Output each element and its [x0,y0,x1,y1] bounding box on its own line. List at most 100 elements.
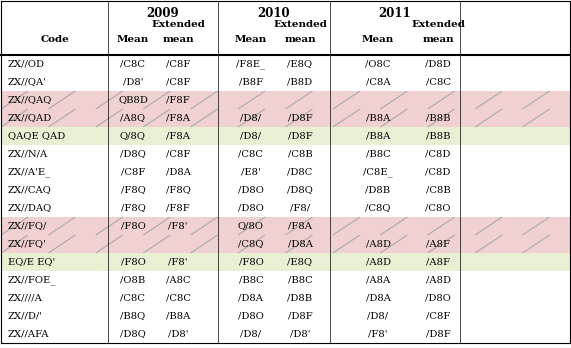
Text: /A8D: /A8D [425,276,451,285]
Text: /F8A: /F8A [288,221,312,230]
Text: /F8Q: /F8Q [120,185,146,195]
Text: /A8F: /A8F [426,258,450,267]
Text: /F8Q: /F8Q [166,185,191,195]
Text: ZX//QA': ZX//QA' [8,78,47,87]
Text: /F8A: /F8A [166,132,190,141]
Text: /C8D: /C8D [425,150,451,158]
Text: /D8/: /D8/ [367,311,388,321]
Text: /C8D: /C8D [425,167,451,176]
Text: /C8C: /C8C [120,60,146,69]
Text: /E8': /E8' [241,167,261,176]
Text: /D8O: /D8O [238,204,264,213]
Text: ZX//FQ/: ZX//FQ/ [8,221,47,230]
Text: ZX//CAQ: ZX//CAQ [8,185,52,195]
Text: /C8A: /C8A [365,78,391,87]
Text: /F8O: /F8O [120,258,146,267]
Text: /B8A: /B8A [166,311,190,321]
Text: /B8C: /B8C [365,150,391,158]
Text: ZX//D/': ZX//D/' [8,311,43,321]
Text: /A8D: /A8D [365,239,391,248]
Text: /F8O: /F8O [239,258,263,267]
Bar [1,199,570,217]
Text: /C8F: /C8F [166,78,190,87]
Text: /D8/: /D8/ [240,330,262,339]
Bar [1,217,570,235]
Text: /A8Q: /A8Q [120,113,146,122]
Text: /B8C: /B8C [288,276,312,285]
Text: /E8Q: /E8Q [287,258,312,267]
Bar [1,145,570,163]
Text: QB8D: QB8D [118,95,148,104]
Text: /D8Q: /D8Q [120,330,146,339]
Text: /C8Q: /C8Q [238,239,264,248]
Text: /C8F: /C8F [426,311,450,321]
Text: /F8A: /F8A [166,113,190,122]
Text: /D8Q: /D8Q [287,185,313,195]
Text: /D8O: /D8O [238,311,264,321]
Text: /F8': /F8' [168,258,188,267]
Bar [1,109,570,127]
Text: /D8/: /D8/ [240,132,262,141]
Text: 2009: 2009 [147,7,179,20]
Text: ZX//OD: ZX//OD [8,60,45,69]
Text: /D8O: /D8O [425,293,451,302]
Text: /C8C: /C8C [166,293,191,302]
Text: /A8F: /A8F [426,239,450,248]
Text: mean: mean [284,35,316,44]
Text: /D8B: /D8B [365,185,391,195]
Text: /C8F: /C8F [166,60,190,69]
Text: /D8O: /D8O [238,185,264,195]
Text: /F8Q: /F8Q [120,204,146,213]
Text: /D8C: /D8C [287,167,313,176]
Text: /C8B: /C8B [425,185,451,195]
Bar [1,253,570,271]
Text: /F8F: /F8F [166,204,190,213]
Text: /D8D: /D8D [425,60,451,69]
Text: ZX////A: ZX////A [8,293,43,302]
Text: /C8Q: /C8Q [365,204,391,213]
Text: /B8C: /B8C [239,276,263,285]
Text: /C8B: /C8B [288,150,312,158]
Bar [1,55,570,73]
Bar [1,163,570,181]
Text: /A8A: /A8A [366,276,390,285]
Text: /F8E_: /F8E_ [236,59,266,69]
Text: Extended: Extended [273,20,327,29]
Text: /B8D: /B8D [287,78,312,87]
Text: /O8C: /O8C [365,60,391,69]
Bar [1,271,570,289]
Text: /F8': /F8' [368,330,388,339]
Text: ZX//A'E_: ZX//A'E_ [8,167,51,177]
Text: Extended: Extended [411,20,465,29]
Text: /B8F: /B8F [239,78,263,87]
Bar [1,289,570,307]
Text: /C8F: /C8F [121,167,145,176]
Text: /C8C: /C8C [239,150,263,158]
Text: /D8F: /D8F [288,113,312,122]
Text: /F8O: /F8O [120,221,146,230]
Text: /D8F: /D8F [425,330,451,339]
Text: 2010: 2010 [258,7,290,20]
Text: ZX//AFA: ZX//AFA [8,330,50,339]
Text: /B8A: /B8A [366,132,390,141]
Text: /D8Q: /D8Q [120,150,146,158]
Bar [1,307,570,325]
Text: /F8': /F8' [168,221,188,230]
Text: /D8A: /D8A [239,293,263,302]
Text: /D8A: /D8A [166,167,191,176]
Text: mean: mean [162,35,194,44]
Text: /D8': /D8' [168,330,188,339]
Text: /D8A: /D8A [288,239,312,248]
Text: Q/8O: Q/8O [238,221,264,230]
Text: mean: mean [422,35,454,44]
Text: /D8F: /D8F [288,132,312,141]
Text: 2011: 2011 [379,7,411,20]
Text: ZX//FOE_: ZX//FOE_ [8,275,57,285]
Text: /C8F: /C8F [166,150,190,158]
Text: /B8A: /B8A [366,113,390,122]
Bar [1,235,570,253]
Text: Extended: Extended [151,20,205,29]
Text: ZX//FQ': ZX//FQ' [8,239,47,248]
Text: ZX//QAD: ZX//QAD [8,113,53,122]
Text: Mean: Mean [235,35,267,44]
